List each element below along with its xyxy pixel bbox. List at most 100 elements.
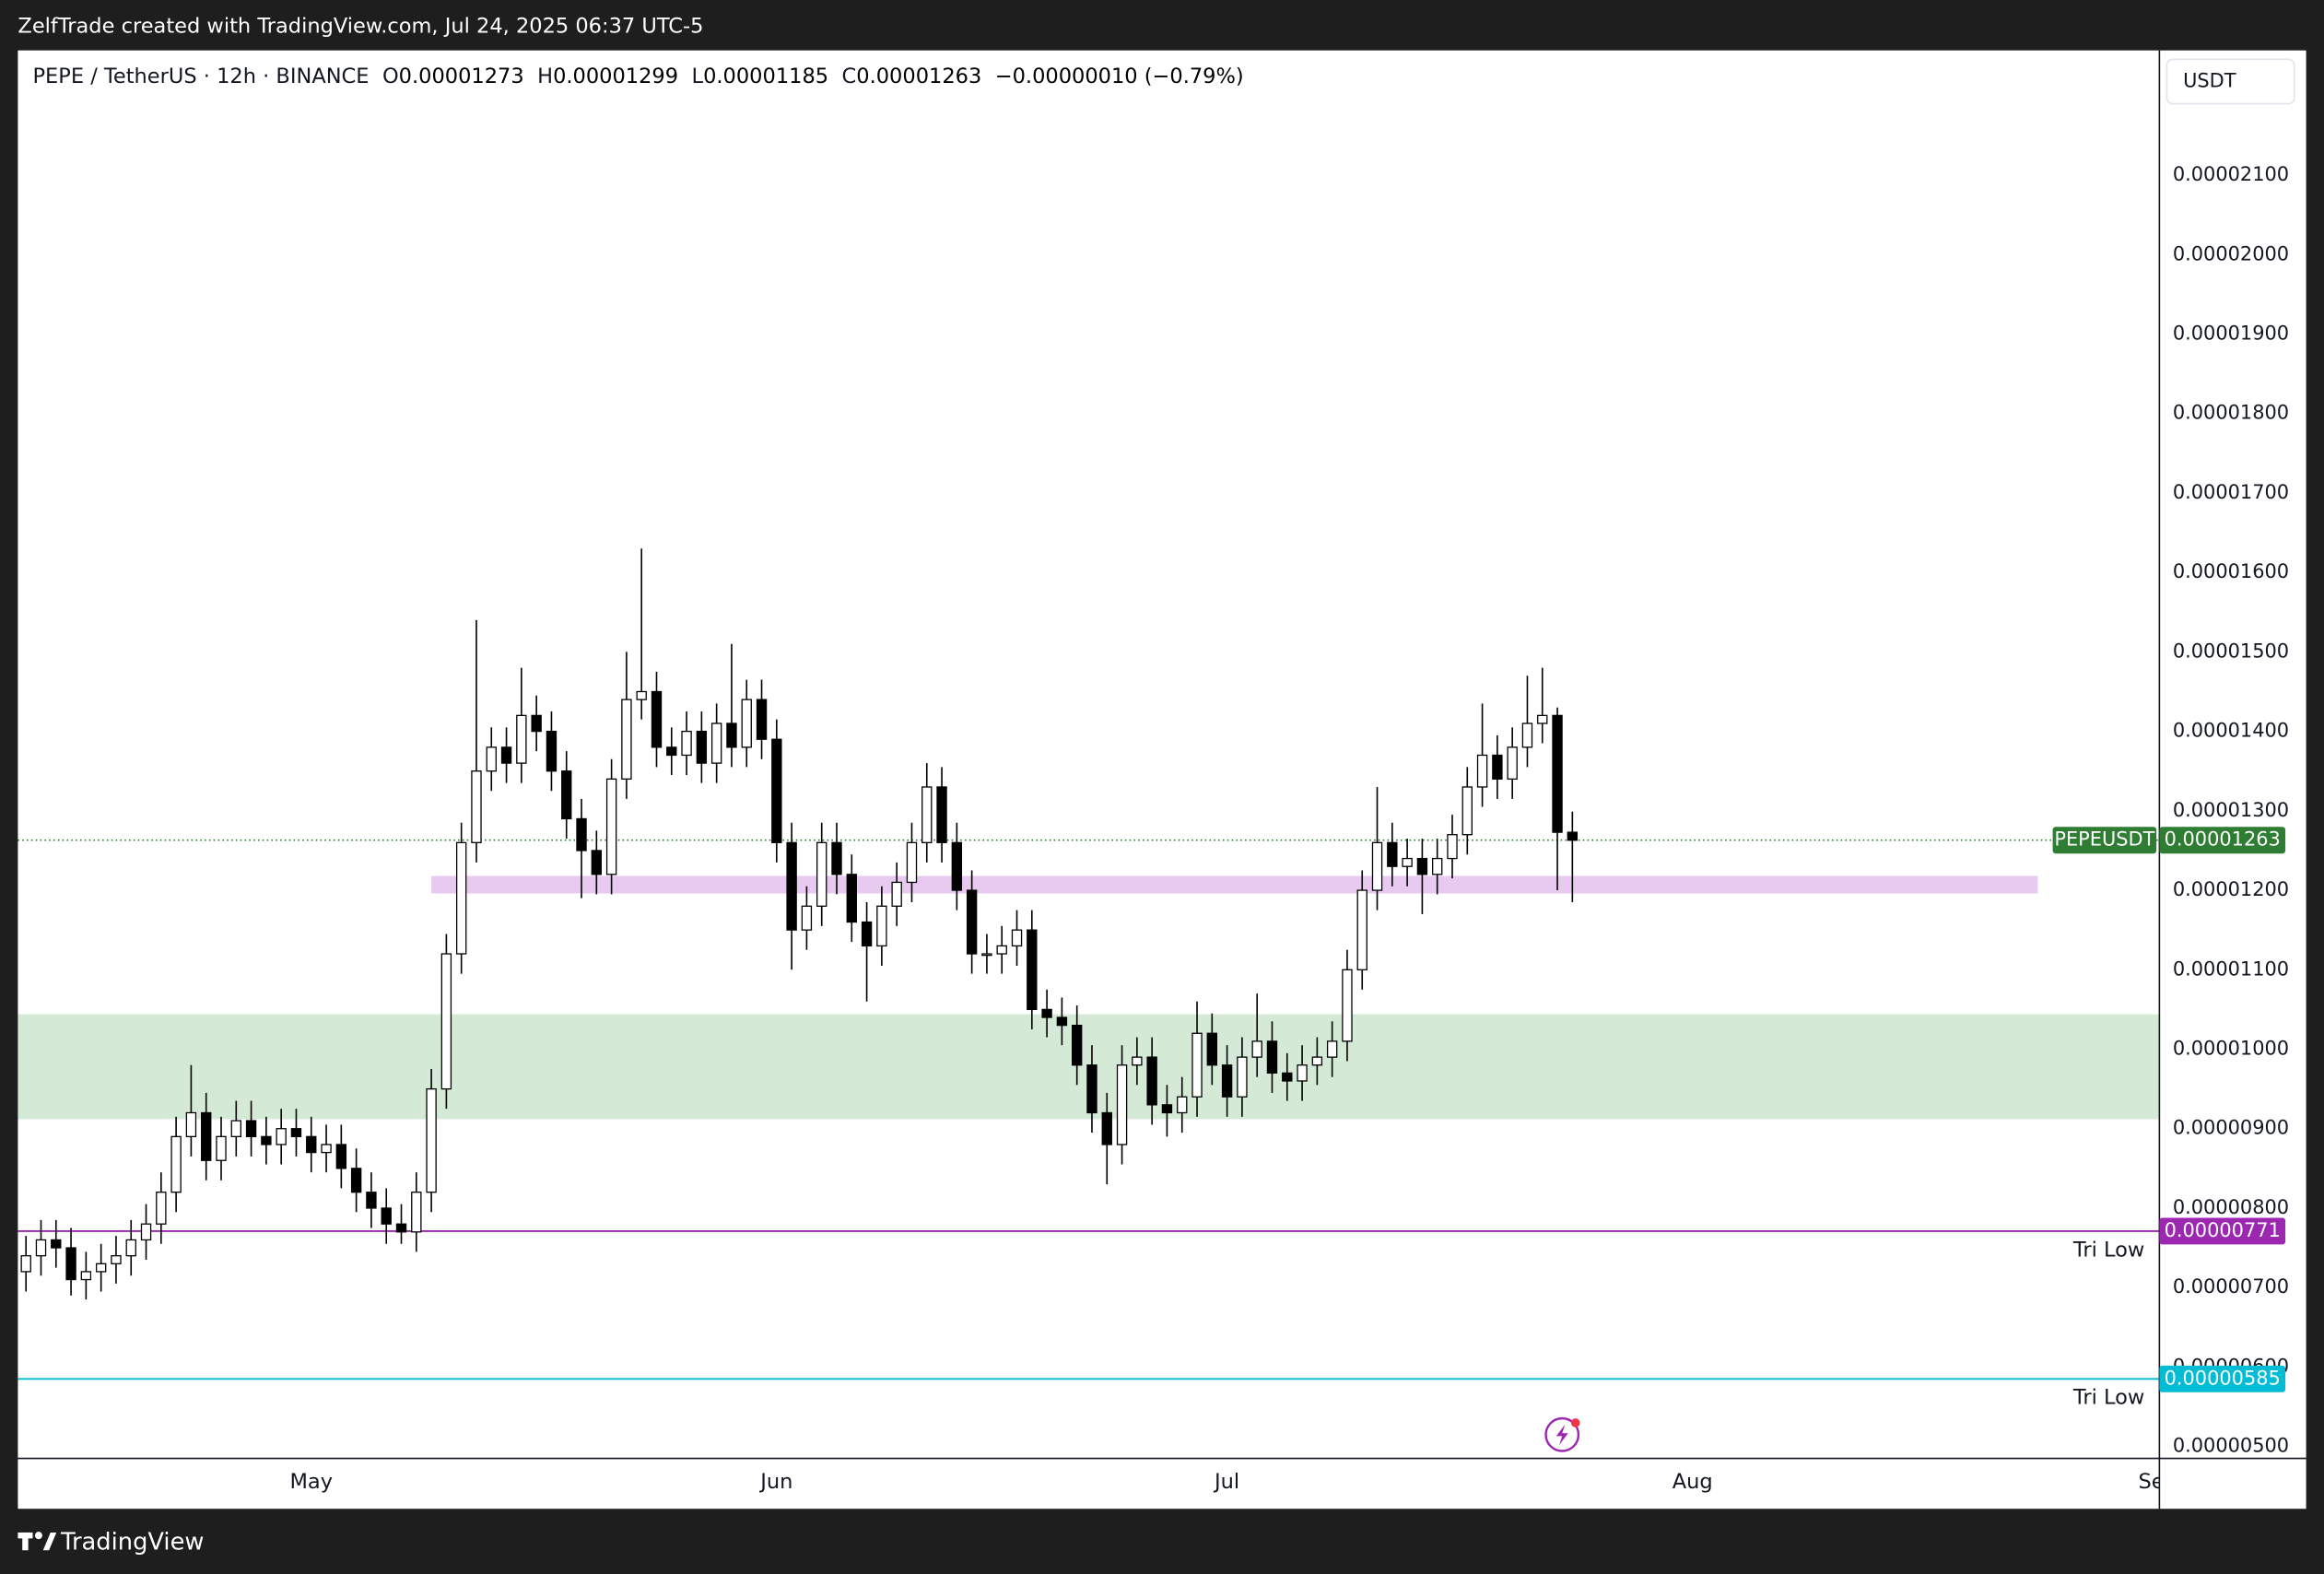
candle-body	[666, 746, 677, 757]
candle-body	[1086, 1064, 1097, 1114]
candle-body	[471, 770, 482, 843]
candle-body	[710, 722, 722, 764]
candle-body	[500, 746, 512, 764]
plot	[18, 548, 2160, 1380]
candle-body	[876, 905, 887, 947]
level-badge	[2159, 1217, 2286, 1245]
caption: ZelfTrade created with TradingView.com, …	[18, 14, 703, 38]
candle-body	[621, 699, 632, 780]
candle-body	[966, 889, 978, 955]
currency[interactable]: USDT	[2183, 69, 2236, 91]
candle-body	[786, 841, 797, 931]
y-tick-label: 0.00000500	[2173, 1435, 2289, 1457]
candle-body	[576, 817, 587, 852]
candle-body	[546, 730, 558, 772]
y-tick-label: 0.00001400	[2173, 720, 2289, 742]
candle-body	[741, 699, 752, 748]
y-tick-label: 0.00001100	[2173, 957, 2289, 980]
legend-symbol: PEPE / TetherUS · 12h · BINANCE	[32, 65, 369, 88]
candle-body	[906, 841, 918, 884]
level-badge	[2159, 1365, 2286, 1392]
candle-body	[290, 1128, 302, 1137]
candle-body	[936, 786, 947, 843]
candle-body	[891, 881, 902, 907]
candle-body	[411, 1192, 422, 1233]
candle-body	[756, 699, 768, 740]
candle-body	[321, 1144, 332, 1154]
candle-body	[1266, 1040, 1278, 1075]
logo[interactable]: TradingView	[18, 1529, 204, 1556]
y-tick-label: 0.00000900	[2173, 1117, 2289, 1139]
candle-body	[801, 905, 813, 931]
candle-body	[1507, 746, 1518, 780]
candle-body	[1416, 857, 1428, 875]
candle-body	[1461, 786, 1473, 836]
candle-body	[350, 1168, 362, 1193]
candle-body	[395, 1223, 407, 1233]
candle-body	[981, 953, 992, 957]
candle-body	[1191, 1032, 1203, 1098]
candle-body	[1237, 1056, 1248, 1098]
candle-body	[1071, 1024, 1083, 1066]
y-tick-label: 0.00000800	[2173, 1196, 2289, 1218]
candle-body	[335, 1144, 347, 1169]
candle-body	[1326, 1040, 1338, 1058]
candle-body	[1221, 1064, 1233, 1098]
legend-field-label: L	[692, 65, 704, 88]
candle-body	[1282, 1072, 1293, 1082]
candle-body	[696, 730, 708, 764]
level-name: Tri Low	[2072, 1238, 2144, 1262]
x-tick-label: Jul	[1213, 1470, 1239, 1494]
candle-body	[1447, 834, 1458, 860]
candle-body	[1492, 754, 1503, 780]
candle-body	[846, 874, 857, 923]
candle-body	[771, 738, 782, 843]
legend-field-label: H	[537, 65, 553, 88]
legend-field-value: 0.00001299	[553, 65, 678, 88]
candle-body	[1402, 857, 1413, 867]
level-label: 0.00000771	[2165, 1219, 2281, 1241]
candle-body	[35, 1239, 47, 1257]
candle-body	[1116, 1064, 1128, 1145]
zone	[431, 875, 2038, 894]
legend-field-label: O	[382, 65, 399, 88]
candle-body	[921, 786, 933, 843]
x-tick-label: Sep	[2139, 1470, 2177, 1494]
level-label: 0.00000585	[2165, 1367, 2281, 1389]
candle-body	[1041, 1008, 1052, 1018]
candle-body	[1371, 841, 1383, 891]
candle-body	[1537, 714, 1548, 724]
candle-body	[245, 1120, 257, 1137]
candle-body	[20, 1255, 31, 1273]
legend-field-label: C	[842, 65, 857, 88]
legend-field-value: 0.00001185	[703, 65, 828, 88]
candle-body	[276, 1128, 287, 1145]
brand: TradingView	[60, 1529, 204, 1556]
candle-body	[170, 1135, 182, 1193]
x-axis: May Jun Jul Aug Sep	[289, 1470, 2177, 1494]
last-price-name-bg	[2052, 827, 2157, 854]
candle-body	[80, 1271, 92, 1281]
legend-field-value: 0.00001273	[399, 65, 524, 88]
y-tick-label: 0.00001700	[2173, 481, 2289, 503]
flash-icon[interactable]	[1544, 1416, 1580, 1452]
candle-body	[1356, 889, 1367, 970]
candle-body	[636, 690, 647, 700]
candle-body	[216, 1135, 227, 1161]
chart-area	[18, 50, 2306, 1509]
candle-body	[531, 714, 542, 733]
candle-body	[185, 1111, 197, 1137]
candle-body	[1476, 754, 1488, 788]
x-tick-label: Jun	[758, 1470, 792, 1494]
candle-body	[951, 841, 963, 891]
candle-body	[140, 1223, 152, 1241]
candle-body	[1432, 857, 1443, 875]
x-tick-label: Aug	[1673, 1470, 1713, 1494]
candle-body	[1011, 929, 1023, 947]
logo-mark	[34, 1532, 42, 1540]
icon-dot	[1570, 1418, 1580, 1427]
candle-body	[455, 841, 467, 955]
currency-box[interactable]	[2166, 58, 2295, 105]
